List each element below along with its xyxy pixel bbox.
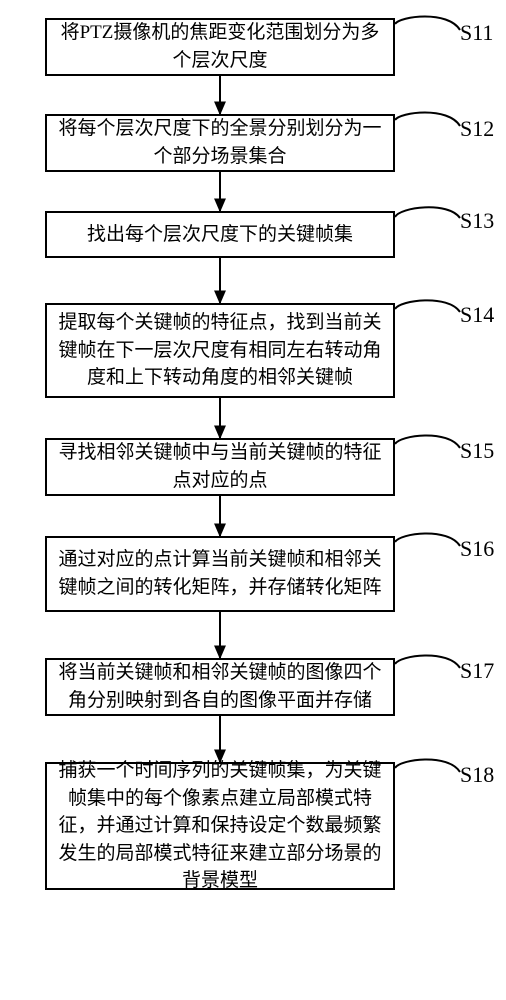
flow-node-label-s15: S15 <box>460 438 494 464</box>
flow-node-text: 提取每个关键帧的特征点，找到当前关键帧在下一层次尺度有相同左右转动角度和上下转动… <box>57 309 383 392</box>
flow-node-s12: 将每个层次尺度下的全景分别划分为一个部分场景集合 <box>45 114 395 172</box>
flow-node-s16: 通过对应的点计算当前关键帧和相邻关键帧之间的转化矩阵，并存储转化矩阵 <box>45 536 395 612</box>
flow-node-s13: 找出每个层次尺度下的关键帧集 <box>45 211 395 258</box>
flow-node-label-s12: S12 <box>460 116 494 142</box>
flow-node-s11: 将PTZ摄像机的焦距变化范围划分为多个层次尺度 <box>45 18 395 76</box>
flow-node-s17: 将当前关键帧和相邻关键帧的图像四个角分别映射到各自的图像平面并存储 <box>45 658 395 716</box>
flow-node-s18: 捕获一个时间序列的关键帧集，为关键帧集中的每个像素点建立局部模式特征，并通过计算… <box>45 762 395 890</box>
flow-node-text: 将每个层次尺度下的全景分别划分为一个部分场景集合 <box>57 115 383 170</box>
flow-node-s14: 提取每个关键帧的特征点，找到当前关键帧在下一层次尺度有相同左右转动角度和上下转动… <box>45 303 395 398</box>
flow-node-label-s17: S17 <box>460 658 494 684</box>
flow-node-text: 将PTZ摄像机的焦距变化范围划分为多个层次尺度 <box>57 19 383 74</box>
flow-node-text: 捕获一个时间序列的关键帧集，为关键帧集中的每个像素点建立局部模式特征，并通过计算… <box>57 757 383 895</box>
flow-node-text: 通过对应的点计算当前关键帧和相邻关键帧之间的转化矩阵，并存储转化矩阵 <box>57 546 383 601</box>
flow-node-s15: 寻找相邻关键帧中与当前关键帧的特征点对应的点 <box>45 438 395 496</box>
flow-node-text: 寻找相邻关键帧中与当前关键帧的特征点对应的点 <box>57 439 383 494</box>
flow-node-text: 将当前关键帧和相邻关键帧的图像四个角分别映射到各自的图像平面并存储 <box>57 659 383 714</box>
flow-node-label-s16: S16 <box>460 536 494 562</box>
flowchart-canvas: 将PTZ摄像机的焦距变化范围划分为多个层次尺度 S11 将每个层次尺度下的全景分别划… <box>0 0 506 1000</box>
flow-node-label-s18: S18 <box>460 762 494 788</box>
flow-node-label-s11: S11 <box>460 20 493 46</box>
flow-node-label-s13: S13 <box>460 208 494 234</box>
flow-node-text: 找出每个层次尺度下的关键帧集 <box>87 221 353 249</box>
flow-node-label-s14: S14 <box>460 302 494 328</box>
